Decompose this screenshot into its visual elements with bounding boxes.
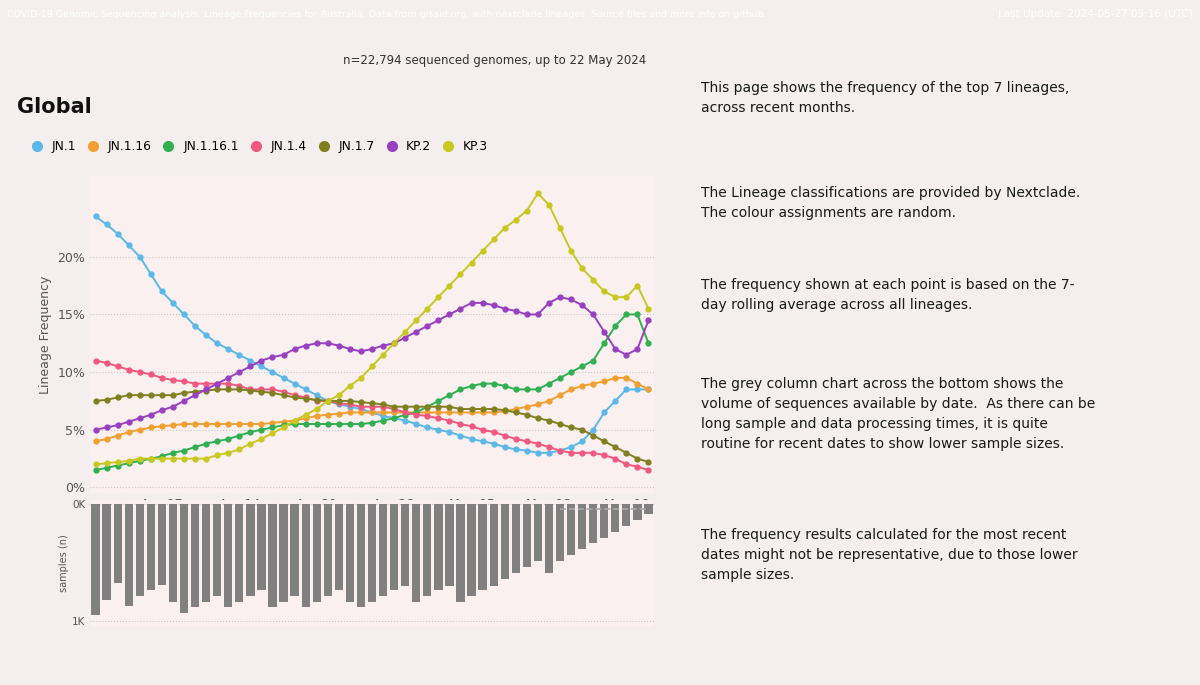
Bar bbox=[280, 503, 288, 602]
Bar bbox=[445, 503, 454, 586]
Bar bbox=[91, 503, 100, 615]
Y-axis label: Lineage Frequency: Lineage Frequency bbox=[38, 275, 52, 394]
Bar bbox=[644, 503, 653, 514]
Bar bbox=[611, 503, 619, 532]
Bar bbox=[578, 503, 587, 549]
Text: The grey column chart across the bottom shows the
volume of sequences available : The grey column chart across the bottom … bbox=[702, 377, 1096, 451]
Text: The frequency shown at each point is based on the 7-
day rolling average across : The frequency shown at each point is bas… bbox=[702, 278, 1075, 312]
Bar bbox=[214, 503, 221, 596]
Bar bbox=[545, 503, 553, 573]
Bar bbox=[600, 503, 608, 538]
Bar bbox=[368, 503, 376, 602]
Bar bbox=[180, 503, 188, 612]
Bar bbox=[224, 503, 233, 607]
Text: The frequency results calculated for the most recent
dates might not be represen: The frequency results calculated for the… bbox=[702, 527, 1078, 582]
Bar bbox=[490, 503, 498, 586]
Bar bbox=[534, 503, 542, 561]
Legend: JN.1, JN.1.16, JN.1.16.1, JN.1.4, JN.1.7, KP.2, KP.3: JN.1, JN.1.16, JN.1.16.1, JN.1.4, JN.1.7… bbox=[19, 136, 493, 158]
Text: The Lineage classifications are provided by Nextclade.
The colour assignments ar: The Lineage classifications are provided… bbox=[702, 186, 1081, 221]
Bar bbox=[324, 503, 332, 596]
Text: Global: Global bbox=[17, 97, 91, 117]
Text: COVID-19 Genomic Sequencing analysis. Lineage Frequencies for Australia. Data fr: COVID-19 Genomic Sequencing analysis. Li… bbox=[7, 10, 767, 19]
Bar bbox=[523, 503, 530, 567]
Bar bbox=[479, 503, 487, 590]
Bar bbox=[202, 503, 210, 602]
Bar bbox=[500, 503, 509, 579]
Bar bbox=[157, 503, 166, 584]
Bar bbox=[246, 503, 254, 596]
Bar bbox=[412, 503, 420, 602]
Bar bbox=[290, 503, 299, 596]
Bar bbox=[589, 503, 598, 543]
Text: n=22,794 sequenced genomes, up to 22 May 2024: n=22,794 sequenced genomes, up to 22 May… bbox=[343, 54, 646, 66]
Bar bbox=[257, 503, 265, 590]
Y-axis label: samples (n): samples (n) bbox=[59, 534, 68, 593]
Bar bbox=[235, 503, 244, 602]
Bar bbox=[346, 503, 354, 602]
Bar bbox=[434, 503, 443, 590]
Text: Last Update: 2024-05-27 09:16 (UTC): Last Update: 2024-05-27 09:16 (UTC) bbox=[998, 10, 1193, 19]
Bar bbox=[136, 503, 144, 596]
Bar bbox=[456, 503, 464, 602]
Bar bbox=[102, 503, 110, 600]
Bar bbox=[191, 503, 199, 607]
Bar bbox=[424, 503, 432, 596]
Bar bbox=[269, 503, 277, 607]
Bar bbox=[169, 503, 178, 602]
Bar bbox=[566, 503, 575, 556]
Bar bbox=[634, 503, 642, 520]
Bar bbox=[146, 503, 155, 590]
Bar bbox=[125, 503, 133, 606]
Bar bbox=[401, 503, 409, 586]
Bar bbox=[379, 503, 388, 596]
Bar bbox=[623, 503, 630, 526]
Text: This page shows the frequency of the top 7 lineages,
across recent months.: This page shows the frequency of the top… bbox=[702, 82, 1069, 115]
Bar bbox=[511, 503, 520, 573]
Bar bbox=[356, 503, 365, 607]
Bar bbox=[301, 503, 310, 607]
Bar bbox=[467, 503, 475, 596]
Bar bbox=[114, 503, 121, 584]
Bar bbox=[312, 503, 320, 602]
Bar bbox=[390, 503, 398, 590]
Bar bbox=[556, 503, 564, 561]
Bar bbox=[335, 503, 343, 590]
